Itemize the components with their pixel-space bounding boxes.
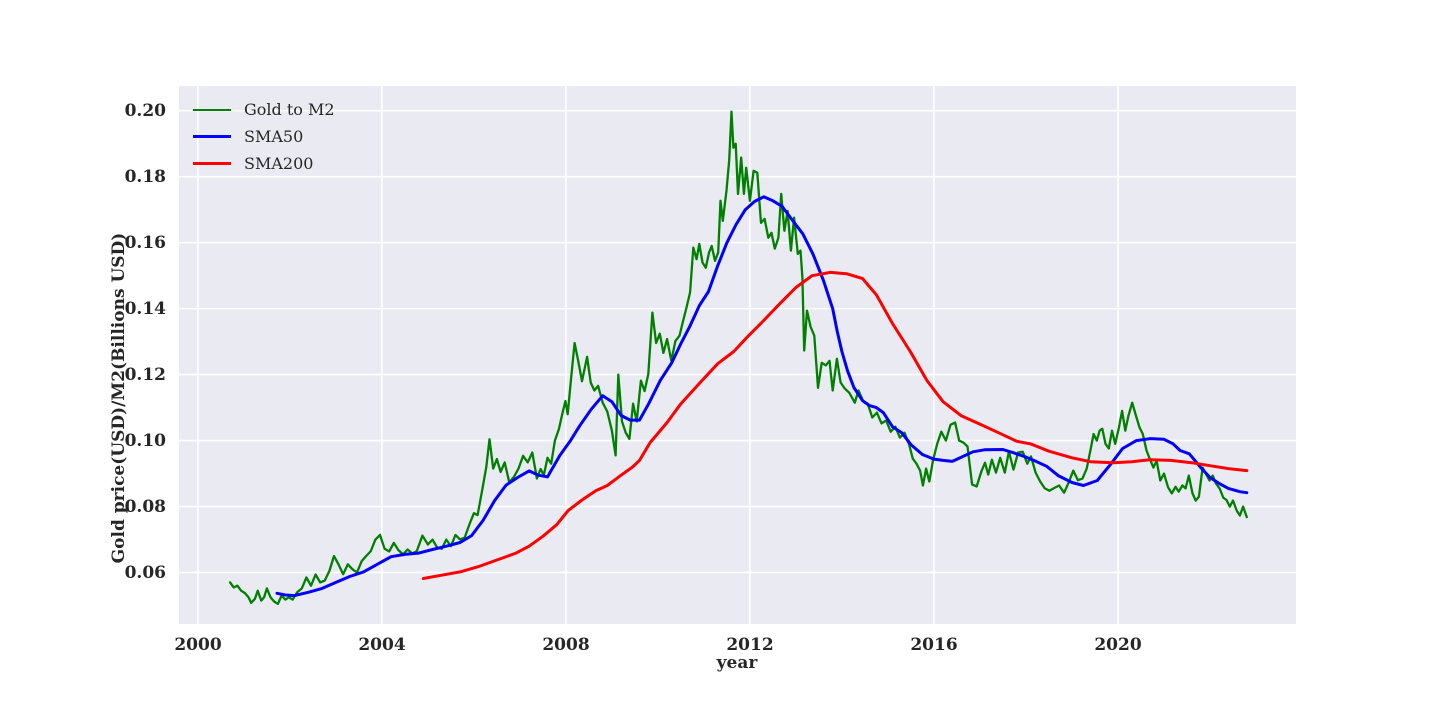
- legend-label: SMA200: [244, 154, 314, 173]
- x-tick-label: 2016: [910, 635, 958, 655]
- x-tick-label: 2000: [174, 635, 222, 655]
- y-tick-label: 0.18: [124, 167, 166, 187]
- y-axis-label: Gold price(USD)/M2(Billions USD): [109, 232, 129, 564]
- x-tick-label: 2020: [1094, 635, 1142, 655]
- legend-item-sma200: SMA200: [193, 150, 335, 177]
- legend-item-sma50: SMA50: [193, 123, 335, 150]
- y-tick-label: 0.06: [124, 563, 166, 583]
- y-tick-label: 0.12: [124, 365, 166, 385]
- x-tick-label: 2012: [726, 635, 774, 655]
- legend-label: SMA50: [244, 127, 304, 146]
- series-line-sma200: [421, 270, 1249, 580]
- y-tick-label: 0.20: [124, 101, 166, 121]
- y-tick-label: 0.16: [124, 233, 166, 253]
- legend-item-gold-to-m2: Gold to M2: [193, 96, 335, 123]
- legend-label: Gold to M2: [244, 100, 335, 119]
- legend: Gold to M2 SMA50 SMA200: [193, 96, 335, 177]
- y-tick-label: 0.14: [124, 299, 166, 319]
- gold-to-m2-line-swatch: [193, 108, 231, 111]
- sma200-line-swatch: [193, 162, 231, 165]
- sma50-line-swatch: [193, 135, 231, 138]
- y-tick-label: 0.08: [124, 497, 166, 517]
- y-tick-label: 0.10: [124, 431, 166, 451]
- x-tick-label: 2004: [358, 635, 406, 655]
- x-axis-label: year: [716, 653, 758, 673]
- x-tick-label: 2008: [542, 635, 590, 655]
- series-line-sma50: [275, 195, 1249, 598]
